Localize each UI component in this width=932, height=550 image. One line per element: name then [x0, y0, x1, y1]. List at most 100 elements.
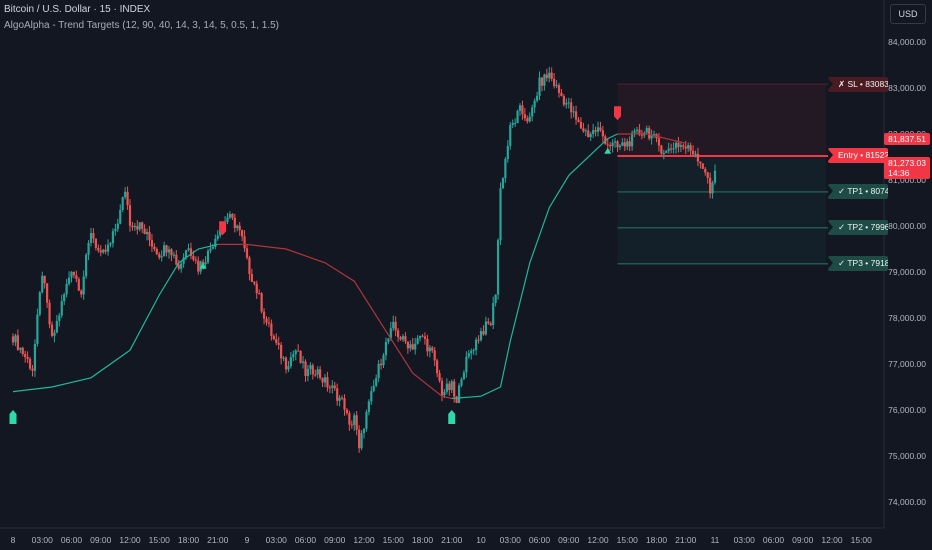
candle-body — [621, 142, 624, 146]
candle-body — [489, 323, 492, 325]
time-tick-label: 06:00 — [60, 535, 83, 545]
candle-body — [28, 359, 32, 369]
candle-body — [280, 344, 283, 359]
candle-body — [370, 391, 373, 402]
candle-body — [392, 321, 395, 329]
candle-body — [445, 383, 448, 392]
candle-body — [421, 335, 424, 337]
current-price-box: 81,273.03 14:36 — [884, 157, 930, 180]
candle-body — [353, 415, 356, 426]
candle-body — [672, 148, 675, 150]
trend-line-bear — [617, 133, 686, 144]
price-tick-label: 81,000.00 — [888, 175, 926, 185]
candle-body — [141, 222, 144, 229]
candle-body — [297, 350, 300, 352]
candle-body — [509, 124, 512, 146]
candle-body — [21, 347, 24, 355]
candle-body — [46, 283, 49, 303]
candle-body — [275, 338, 278, 344]
time-tick-label: 11 — [710, 535, 720, 545]
current-price-value: 81,273.03 — [888, 158, 926, 169]
candle-body — [19, 347, 22, 350]
candle-body — [50, 324, 54, 336]
candle-body — [170, 249, 173, 256]
candle-body — [282, 357, 285, 359]
candle-body — [535, 95, 539, 101]
candle-body — [350, 424, 353, 426]
candle-body — [631, 132, 634, 147]
candle-body — [124, 191, 127, 198]
candle-body — [58, 315, 61, 321]
candle-body — [399, 337, 402, 340]
candle-body — [674, 142, 678, 149]
tp2-label: ✓ TP2 • 79961.1 — [828, 220, 888, 236]
candle-body — [428, 347, 431, 352]
time-tick-label: 18:00 — [645, 535, 668, 545]
candle-body — [33, 343, 37, 371]
candle-body — [506, 145, 509, 160]
candle-body — [321, 377, 324, 383]
candle-body — [80, 290, 83, 295]
candle-body — [243, 236, 246, 249]
candle-body — [328, 387, 331, 389]
sell-signal-icon — [614, 106, 621, 121]
candle-body — [316, 369, 319, 375]
candle-body — [143, 228, 146, 235]
candle-body — [665, 151, 668, 154]
candle-body — [255, 283, 258, 294]
time-tick-label: 15:00 — [850, 535, 872, 545]
candle-body — [706, 172, 709, 178]
candle-body — [85, 254, 88, 277]
time-tick-label: 03:00 — [265, 535, 287, 545]
candle-body — [470, 350, 473, 354]
candle-body — [487, 321, 490, 324]
candle-body — [63, 294, 66, 302]
candle-body — [126, 191, 129, 206]
candle-body — [587, 130, 590, 138]
candle-body — [687, 145, 690, 149]
candle-body — [77, 278, 80, 291]
time-tick-label: 15:00 — [382, 535, 404, 545]
candle-body — [319, 369, 322, 378]
candle-body — [175, 254, 178, 265]
candle-body — [699, 161, 702, 164]
buy-signal-icon — [448, 410, 456, 424]
candle-body — [292, 354, 295, 358]
candle-body — [433, 350, 436, 361]
candle-body — [460, 379, 463, 386]
candle-body — [226, 217, 229, 222]
candle-body — [111, 231, 115, 244]
candle-body — [550, 72, 553, 79]
candle-body — [543, 74, 546, 86]
candle-body — [709, 177, 712, 194]
candle-body — [599, 127, 602, 131]
candle-body — [713, 170, 717, 183]
candle-body — [367, 401, 370, 412]
candle-body — [377, 363, 380, 379]
price-tick-label: 84,000.00 — [888, 37, 926, 47]
candle-body — [679, 145, 682, 147]
candle-body — [180, 263, 183, 269]
candle-body — [387, 338, 390, 342]
candle-body — [577, 119, 580, 123]
candle-body — [60, 301, 63, 316]
candle-body — [411, 344, 414, 350]
candle-body — [638, 129, 641, 135]
candle-body — [652, 134, 656, 136]
candle-body — [197, 260, 200, 272]
candle-body — [14, 335, 17, 343]
candle-body — [163, 245, 166, 257]
candle-body — [511, 123, 514, 125]
trend-up-marker-icon — [199, 262, 207, 269]
candle-body — [260, 293, 263, 312]
candle-body — [26, 357, 29, 360]
candle-body — [516, 110, 519, 123]
trend-line-bull — [12, 243, 218, 393]
trend-line-bear — [217, 243, 452, 400]
currency-button[interactable]: USD — [890, 4, 926, 24]
candle-body — [436, 360, 439, 374]
price-axis[interactable]: 84,000.0083,000.0082,000.0081,000.0080,0… — [884, 0, 932, 530]
candle-body — [582, 128, 585, 132]
indicator-label[interactable]: AlgoAlpha - Trend Targets (12, 90, 40, 1… — [4, 20, 279, 31]
